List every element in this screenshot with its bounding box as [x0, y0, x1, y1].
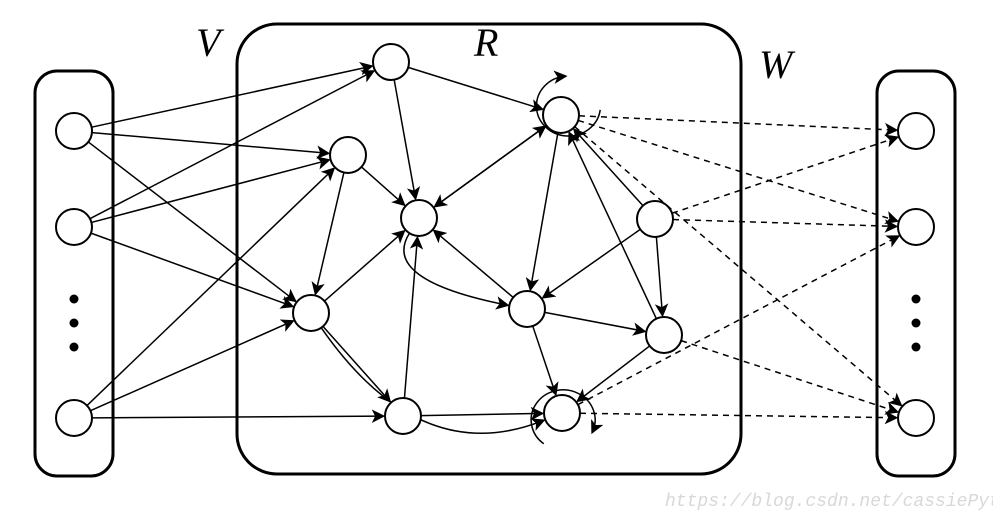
- ellipsis-dot: [912, 295, 921, 304]
- hidden-layer-box: [237, 24, 741, 474]
- ellipsis-dot: [912, 343, 921, 352]
- edges-V: [87, 66, 383, 418]
- input-nodes: [56, 113, 92, 436]
- edge-W: [580, 413, 896, 417]
- edge-W: [579, 116, 896, 130]
- output-node: [898, 113, 934, 149]
- edge-V: [92, 133, 328, 154]
- edge-V: [92, 66, 372, 127]
- ellipsis-dot: [70, 295, 79, 304]
- edge-R: [434, 231, 513, 298]
- edge-W: [681, 341, 897, 412]
- edge-V: [92, 416, 383, 418]
- hidden-node: [330, 137, 366, 173]
- edge-R: [325, 231, 404, 301]
- input-node: [56, 113, 92, 149]
- edge-R: [323, 326, 390, 401]
- edge-R: [321, 328, 543, 433]
- watermark-text: https://blog.csdn.net/cassiePython: [665, 492, 993, 512]
- input-node: [56, 400, 92, 436]
- hidden-node: [293, 295, 329, 331]
- hidden-node: [543, 97, 579, 133]
- hidden-node: [385, 398, 421, 434]
- ellipsis-dot: [912, 319, 921, 328]
- hidden-node: [544, 395, 580, 431]
- hidden-nodes: [293, 44, 682, 434]
- ellipsis-dot: [70, 343, 79, 352]
- edge-R: [545, 312, 645, 331]
- hidden-node: [401, 200, 437, 236]
- output-node: [898, 400, 934, 436]
- edge-R: [543, 229, 640, 297]
- edge-W: [575, 127, 901, 405]
- hidden-node: [373, 44, 409, 80]
- input-node: [56, 209, 92, 245]
- edge-V: [91, 160, 328, 222]
- label-V: V: [196, 20, 225, 65]
- edge-R: [533, 326, 556, 394]
- label-W: W: [759, 42, 796, 87]
- hidden-node: [509, 291, 545, 327]
- edge-V: [90, 321, 292, 411]
- edge-R: [435, 126, 546, 207]
- output-nodes: [898, 113, 934, 436]
- edge-R: [404, 233, 507, 305]
- edge-R: [361, 167, 404, 205]
- output-node: [898, 209, 934, 245]
- edge-R: [408, 67, 542, 109]
- edge-R: [394, 80, 415, 199]
- edge-W: [673, 220, 896, 227]
- reservoir-network-diagram: V R Whttps://blog.csdn.net/cassiePython: [0, 0, 993, 519]
- edge-V: [87, 169, 334, 406]
- edge-V: [90, 71, 373, 218]
- edge-R: [574, 130, 643, 206]
- edge-R: [656, 237, 662, 315]
- label-R: R: [473, 20, 498, 65]
- hidden-node: [646, 317, 682, 353]
- edge-R: [530, 133, 557, 290]
- edge-W: [672, 137, 897, 213]
- edge-V: [91, 233, 292, 306]
- edges-W: [575, 116, 901, 418]
- edge-R: [316, 173, 344, 294]
- ellipsis-dot: [70, 319, 79, 328]
- edge-R: [421, 413, 542, 415]
- hidden-node: [637, 201, 673, 237]
- edge-W: [578, 236, 898, 404]
